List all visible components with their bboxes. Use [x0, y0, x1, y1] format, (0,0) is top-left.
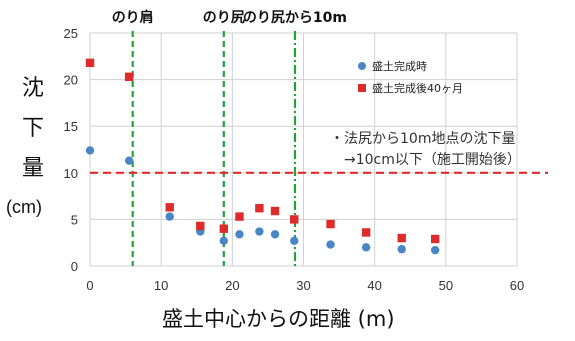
series-1-point-7 [255, 227, 264, 236]
y-tick-label-4: 20 [64, 73, 78, 88]
series-2-point-10 [326, 219, 335, 229]
series-2-point-11 [361, 228, 371, 237]
series-1-point-10 [326, 240, 335, 249]
series-2-point-3 [165, 203, 174, 212]
series-2-point-7 [255, 204, 264, 213]
series-2-point-5 [219, 224, 228, 233]
series-1-point-5 [219, 236, 228, 246]
series-2-point-12 [397, 233, 406, 243]
legend-marker-series-2 [358, 84, 366, 92]
y-axis-ticks: 0 5 10 15 20 25 [64, 26, 78, 274]
y-tick-label-5: 25 [64, 26, 78, 41]
series-2-point-1 [85, 58, 95, 68]
x-tick-label-3: 30 [296, 278, 310, 293]
x-tick-label-1: 10 [154, 278, 168, 293]
series-1-point-6 [235, 230, 244, 239]
series-2-point-2 [124, 72, 134, 82]
annotation-line-1: ・法尻から10m地点の沈下量 [330, 131, 515, 147]
series-1-point-1 [85, 146, 95, 155]
annotation-line-2: →10cm以下（施工開始後） [344, 152, 521, 168]
y-axis-label-char-3: 量 [22, 156, 44, 181]
reference-line-label-2: のり尻 [203, 10, 245, 26]
series-2-point-9 [290, 215, 299, 224]
y-axis-unit: (cm) [6, 197, 42, 217]
y-tick-label-3: 15 [64, 119, 78, 134]
x-tick-label-6: 60 [510, 278, 524, 293]
series-1-point-3 [165, 212, 174, 221]
reference-line-label-3: のり尻から10m [243, 10, 347, 26]
x-tick-label-4: 40 [367, 278, 381, 293]
y-tick-label-0: 0 [71, 259, 78, 274]
x-axis-label: 盛土中心からの距離 (m) [162, 307, 395, 331]
series-1-point-9 [290, 236, 299, 246]
reference-line-label-1: のり肩 [112, 9, 154, 26]
legend: 盛土完成時 盛土完成後40ヶ月 [358, 59, 463, 95]
x-tick-label-2: 20 [225, 278, 239, 293]
grid [89, 32, 518, 267]
data-points [85, 58, 440, 255]
y-tick-label-2: 10 [64, 166, 78, 181]
y-axis-label-char-1: 沈 [22, 76, 44, 101]
series-2-point-13 [430, 234, 440, 244]
series-1-point-13 [430, 245, 440, 255]
x-axis-ticks: 0 10 20 30 40 50 60 [86, 278, 524, 293]
legend-label-series-2: 盛土完成後40ヶ月 [372, 81, 463, 95]
series-1-point-12 [397, 245, 406, 254]
x-tick-label-0: 0 [86, 278, 93, 293]
x-tick-label-5: 50 [439, 278, 453, 293]
series-2-point-8 [270, 206, 280, 216]
legend-label-series-1: 盛土完成時 [372, 59, 427, 73]
y-tick-label-1: 5 [71, 212, 78, 227]
legend-marker-series-1 [358, 62, 366, 70]
series-2-point-4 [196, 221, 205, 231]
series-2-point-6 [235, 212, 244, 221]
y-axis-label-char-2: 下 [22, 116, 44, 141]
series-1-point-8 [270, 230, 280, 239]
series-1-point-11 [361, 243, 371, 252]
series-1-point-2 [124, 156, 134, 165]
